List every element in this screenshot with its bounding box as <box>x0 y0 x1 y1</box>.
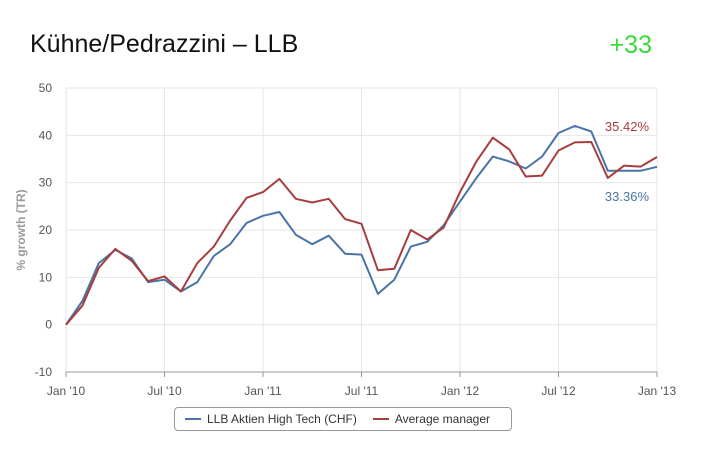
legend: LLB Aktien High Tech (CHF) Average manag… <box>174 407 512 431</box>
x-axis: Jan '10 Jul '10 Jan '11 Jul '11 Jan '12 Jul '… <box>47 371 677 398</box>
series-line-llb[interactable] <box>65 124 658 326</box>
legend-swatch-blue <box>185 418 201 420</box>
y-tick-label: 10 <box>39 270 53 284</box>
chart-title: Kühne/Pedrazzini – LLB <box>30 30 299 58</box>
series-lines <box>65 124 658 326</box>
end-labels: 33.36% 35.42% <box>605 119 650 204</box>
legend-label-blue: LLB Aktien High Tech (CHF) <box>207 412 357 426</box>
x-tick-label: Jul '10 <box>147 384 182 398</box>
y-tick-label: 20 <box>39 223 53 237</box>
x-tick-label: Jan '13 <box>638 384 677 398</box>
legend-item-blue[interactable]: LLB Aktien High Tech (CHF) <box>185 412 357 426</box>
y-axis-title: % growth (TR) <box>14 189 28 270</box>
x-tick-label: Jan '10 <box>47 384 86 398</box>
y-tick-label: 0 <box>45 318 52 332</box>
legend-label-red: Average manager <box>394 412 491 426</box>
x-tick-label: Jul '11 <box>345 384 379 398</box>
y-axis: -10 0 10 20 30 40 50 % growth (TR) <box>14 81 52 379</box>
series-line-average[interactable] <box>65 136 658 326</box>
legend-item-red[interactable]: Average manager <box>372 412 491 426</box>
gridlines <box>65 87 658 373</box>
y-tick-label: 40 <box>39 128 53 142</box>
end-label-llb: 33.36% <box>605 189 650 204</box>
score-badge: +33 <box>609 31 652 59</box>
y-tick-label: 30 <box>39 176 53 190</box>
y-tick-label: -10 <box>35 365 53 379</box>
y-tick-label: 50 <box>39 81 53 95</box>
x-tick-label: Jan '12 <box>441 384 480 398</box>
x-tick-label: Jan '11 <box>244 384 282 398</box>
x-tick-label: Jul '12 <box>541 384 576 398</box>
end-label-average: 35.42% <box>605 119 650 134</box>
legend-swatch-red <box>372 418 389 420</box>
